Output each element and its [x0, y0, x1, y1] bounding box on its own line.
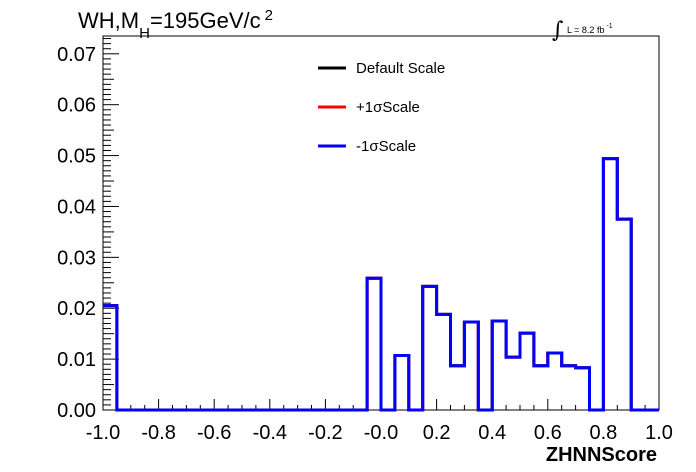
luminosity-value: L = 8.2 fb — [567, 25, 604, 35]
y-tick-label: 0.07 — [57, 44, 96, 66]
y-tick-label: 0.01 — [57, 349, 96, 371]
x-axis-label: ZHNNScore — [546, 444, 657, 466]
series-minus-1sigma-scale — [103, 157, 659, 412]
x-tick-label: -1.0 — [86, 422, 120, 444]
integral-symbol: ∫ — [552, 18, 564, 43]
legend-label-plus-1sigma-scale: +1σScale — [356, 99, 420, 116]
title-rest: =195GeV/c — [150, 8, 261, 33]
x-tick-label: -0.8 — [141, 422, 175, 444]
title-superscript: 2 — [265, 7, 273, 24]
x-tick-label: 0.8 — [589, 422, 617, 444]
legend: Default Scale +1σScale -1σScale — [318, 60, 445, 155]
title-subscript: H — [139, 25, 150, 42]
y-tick-label: 0.02 — [57, 298, 96, 320]
x-tick-label: 0.4 — [478, 422, 506, 444]
chart-title: WH,MH=195GeV/c 2 — [78, 7, 273, 42]
series-layer — [103, 157, 659, 412]
luminosity-unit-exponent: -1 — [606, 23, 612, 30]
legend-label-minus-1sigma-scale: -1σScale — [356, 138, 416, 155]
x-tick-label: 1.0 — [645, 422, 673, 444]
y-tick-label: 0.03 — [57, 247, 96, 269]
y-tick-label: 0.00 — [57, 400, 96, 422]
x-tick-label: -0.4 — [253, 422, 287, 444]
y-tick-label: 0.04 — [57, 196, 96, 218]
y-tick-label: 0.05 — [57, 146, 96, 168]
y-axis: 0.00 0.01 0.02 0.03 0.04 0.05 0.06 0.07 — [57, 38, 119, 422]
x-tick-label: -0.6 — [197, 422, 231, 444]
x-tick-label: 0.6 — [534, 422, 562, 444]
x-axis: -1.0 -0.8 -0.6 -0.4 -0.2 -0.0 0.2 0.4 0.6 0.8 1.0 — [86, 399, 673, 444]
x-tick-label: 0.2 — [423, 422, 451, 444]
x-tick-label: -0.2 — [308, 422, 342, 444]
luminosity-label: ∫ L = 8.2 fb -1 — [552, 18, 613, 43]
legend-label-default-scale: Default Scale — [356, 60, 445, 77]
luminosity-text: L = 8.2 fb -1 — [567, 23, 613, 35]
title-main: WH,M — [78, 8, 139, 33]
y-tick-label: 0.06 — [57, 95, 96, 117]
x-tick-label: -0.0 — [364, 422, 398, 444]
